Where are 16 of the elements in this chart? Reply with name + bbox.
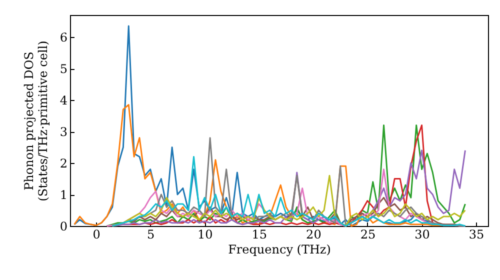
y-tick-label: 5 — [60, 62, 68, 76]
x-tick-label: 15 — [252, 228, 268, 242]
y-tick-label: 6 — [60, 30, 68, 45]
x-tick-label: 25 — [360, 228, 376, 242]
x-axis-title: Frequency (THz) — [228, 242, 331, 256]
x-tick-label: 10 — [197, 228, 213, 242]
y-tick-label: 2 — [60, 156, 68, 171]
x-tick-label: 0 — [92, 228, 100, 242]
y-axis-title: Phonon projected DOS (States/THz·primitive cell) — [22, 40, 50, 202]
y-tick-label: 1 — [60, 188, 68, 202]
y-tick-label: 3 — [60, 125, 68, 140]
x-tick-label: 35 — [468, 228, 484, 242]
x-tick-label: 5 — [147, 228, 155, 242]
y-tick-label: 4 — [60, 94, 68, 108]
x-tick-label: 20 — [306, 228, 322, 242]
x-tick-label: 30 — [414, 228, 430, 242]
